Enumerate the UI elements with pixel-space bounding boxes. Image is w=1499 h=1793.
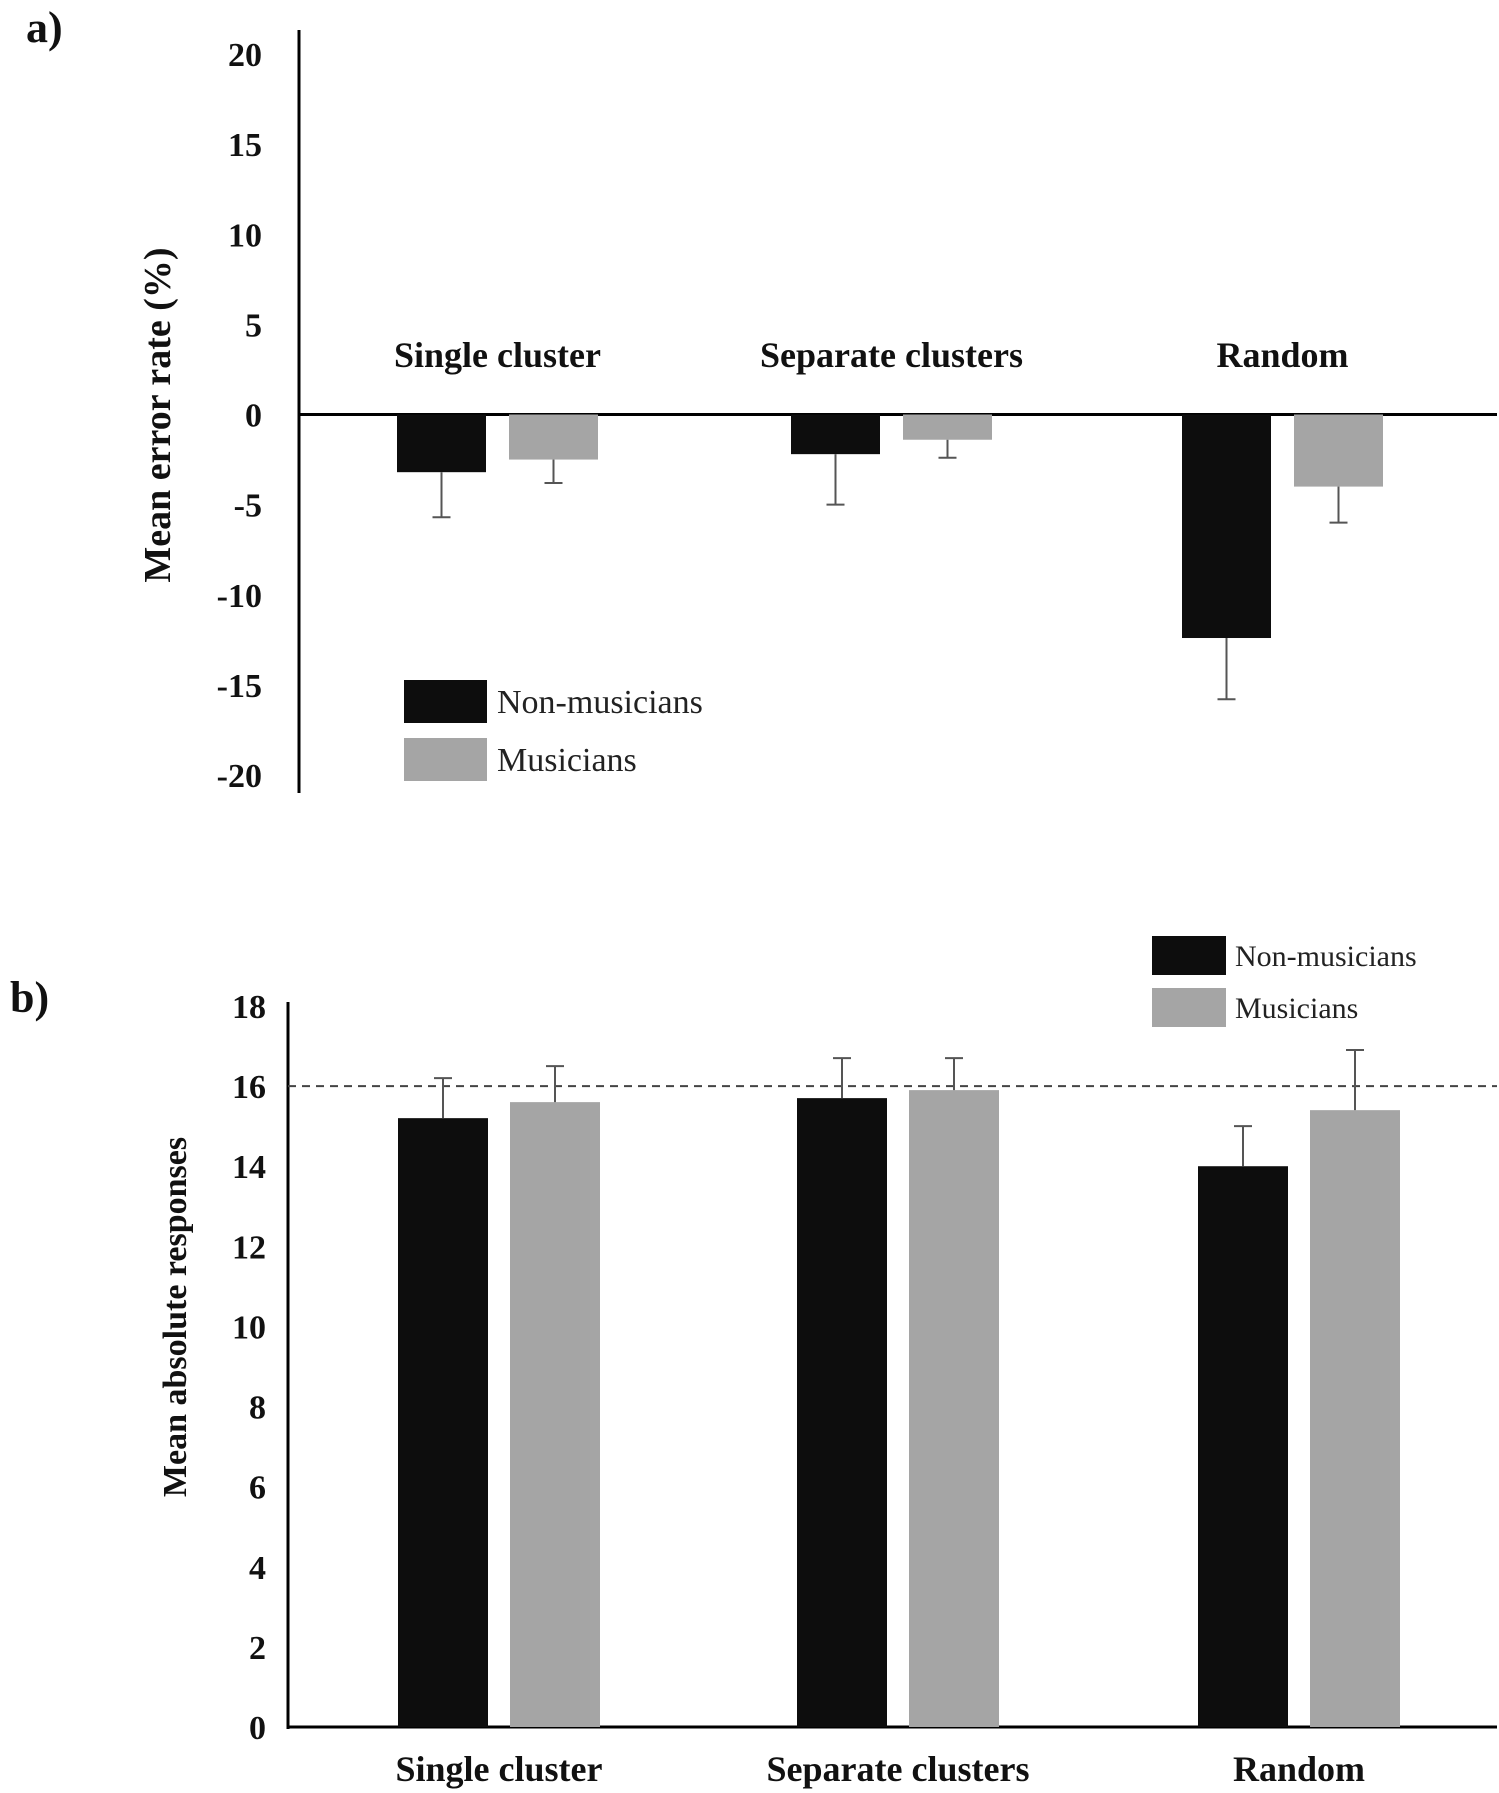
- y-tick-label: 15: [228, 127, 262, 164]
- category-label: Separate clusters: [760, 335, 1023, 375]
- y-tick-label: 0: [245, 398, 262, 435]
- legend-swatch-musicians: [404, 738, 487, 781]
- bar-non-musicians: [797, 1098, 887, 1727]
- y-tick-label: 6: [249, 1470, 266, 1507]
- bar-musicians: [903, 414, 992, 440]
- bar-musicians: [909, 1090, 999, 1727]
- bar-non-musicians: [1182, 414, 1271, 639]
- panel-a-label: a): [26, 3, 63, 52]
- y-tick-label: 10: [232, 1309, 266, 1346]
- y-tick-label: 10: [228, 217, 262, 254]
- y-tick-label: 4: [249, 1550, 266, 1587]
- y-tick-label: -15: [217, 668, 262, 705]
- panel-b-label: b): [10, 973, 49, 1022]
- y-tick-label: 14: [232, 1149, 266, 1186]
- y-axis-label: Mean absolute responses: [157, 1137, 194, 1497]
- y-tick-label: 16: [232, 1069, 266, 1106]
- legend-label: Musicians: [497, 742, 637, 779]
- category-label: Single cluster: [394, 335, 601, 375]
- bar-musicians: [510, 1102, 600, 1727]
- bar-musicians: [509, 414, 598, 460]
- legend-label: Non-musicians: [497, 684, 703, 721]
- panel-a-error-rate-chart: a) 20 15 10 5 0 -5 -10 -15 -20 Mean error rate (%)…: [26, 3, 1497, 795]
- bar-musicians: [1294, 414, 1383, 487]
- panel-b-absolute-responses-chart: b) 18 16 14 12 10 8 6 4 2 0 Mean absolute responses…: [10, 936, 1497, 1789]
- bar-non-musicians: [398, 1118, 488, 1727]
- y-tick-label: 2: [249, 1630, 266, 1667]
- y-tick-label: -20: [217, 758, 262, 795]
- legend-swatch-musicians: [1152, 988, 1226, 1027]
- category-label: Single cluster: [396, 1749, 603, 1789]
- y-tick-label: 0: [249, 1710, 266, 1747]
- y-tick-label: 5: [245, 307, 262, 344]
- legend-swatch-non-musicians: [404, 680, 487, 723]
- y-tick-label: -5: [234, 488, 262, 525]
- bar-non-musicians: [791, 414, 880, 455]
- bar-non-musicians: [397, 414, 486, 473]
- legend-label: Non-musicians: [1235, 940, 1417, 973]
- y-tick-label: 12: [232, 1229, 266, 1266]
- bar-non-musicians: [1198, 1166, 1288, 1727]
- bar-musicians: [1310, 1110, 1400, 1727]
- y-tick-label: -10: [217, 578, 262, 615]
- category-label: Random: [1233, 1749, 1365, 1789]
- legend-label: Musicians: [1235, 992, 1358, 1025]
- y-tick-label: 8: [249, 1390, 266, 1427]
- y-axis-label: Mean error rate (%): [137, 247, 179, 582]
- y-tick-label: 20: [228, 37, 262, 74]
- y-tick-label: 18: [232, 989, 266, 1026]
- category-label: Separate clusters: [767, 1749, 1030, 1789]
- legend-swatch-non-musicians: [1152, 936, 1226, 975]
- category-label: Random: [1216, 335, 1348, 375]
